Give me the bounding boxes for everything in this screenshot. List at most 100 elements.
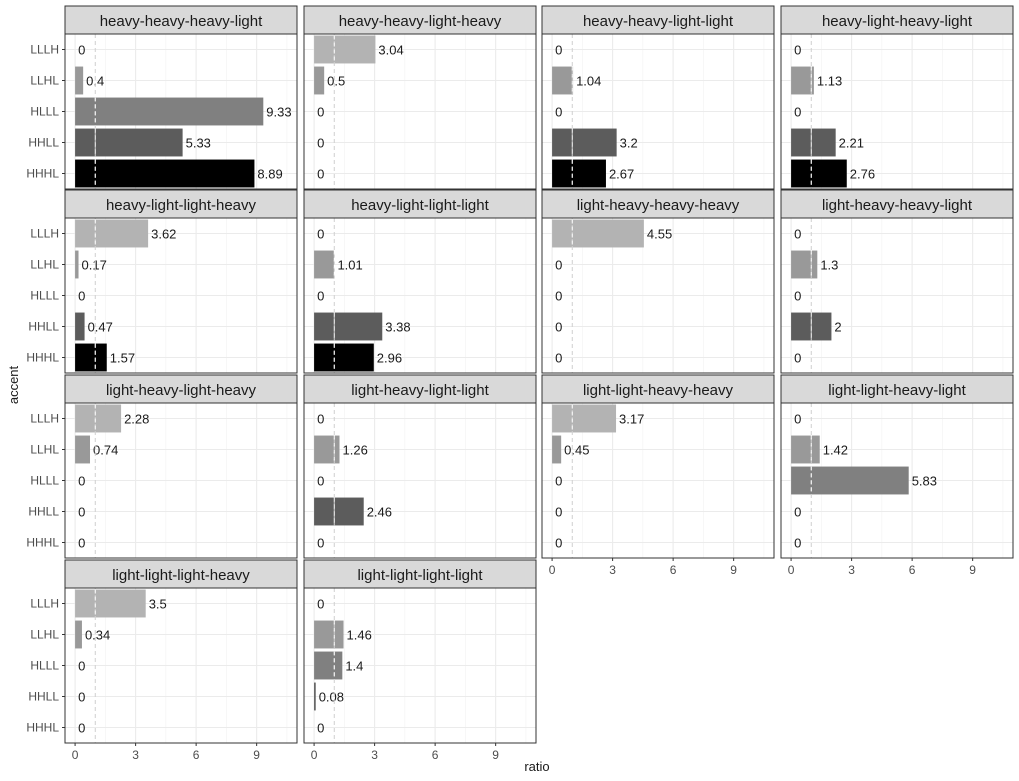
y-tick-label: LLLH bbox=[30, 597, 59, 611]
facet-panel-heavy-heavy-light-light: heavy-heavy-light-light 0 1.04 0 3.2 2.67 bbox=[541, 5, 775, 190]
value-label: 0 bbox=[78, 474, 85, 489]
value-label: 3.38 bbox=[385, 320, 410, 335]
x-tick-label: 3 bbox=[371, 748, 378, 762]
facet-strip bbox=[541, 189, 775, 219]
y-tick-label: HHHL bbox=[26, 721, 59, 735]
value-label: 1.04 bbox=[576, 74, 601, 89]
value-label: 0 bbox=[317, 474, 324, 489]
panel-border bbox=[541, 33, 775, 190]
bar-HHLL bbox=[75, 128, 183, 157]
value-label: 0 bbox=[555, 351, 562, 366]
value-label: 3.2 bbox=[620, 136, 638, 151]
x-tick-label: 0 bbox=[788, 563, 795, 577]
value-label: 0 bbox=[794, 43, 801, 58]
panel-border bbox=[303, 402, 537, 559]
value-label: 1.3 bbox=[820, 258, 838, 273]
y-tick-label: LLLH bbox=[30, 43, 59, 57]
bar-LLLH bbox=[75, 219, 149, 248]
value-label: 5.33 bbox=[186, 136, 211, 151]
facet-strip bbox=[303, 374, 537, 404]
value-label: 0 bbox=[317, 289, 324, 304]
value-label: 4.55 bbox=[647, 227, 672, 242]
value-label: 0.47 bbox=[88, 320, 113, 335]
facet-panel-light-light-heavy-heavy: light-light-heavy-heavy 3.17 0.45 0 0 0 0 3 6 9 bbox=[541, 374, 775, 577]
value-label: 1.42 bbox=[823, 443, 848, 458]
y-tick-label: LLLH bbox=[30, 227, 59, 241]
facet-title: heavy-light-light-heavy bbox=[106, 197, 257, 214]
x-axis-title: ratio bbox=[524, 759, 549, 774]
facet-strip bbox=[64, 559, 298, 589]
value-label: 0 bbox=[794, 412, 801, 427]
facet-panel-light-heavy-light-light: light-heavy-light-light 0 1.26 0 2.46 0 bbox=[303, 374, 537, 559]
bar-LLHL bbox=[552, 435, 562, 464]
value-label: 0 bbox=[555, 105, 562, 120]
x-tick-label: 6 bbox=[432, 748, 439, 762]
facet-strip bbox=[64, 189, 298, 219]
bar-LLLH bbox=[552, 404, 617, 433]
facet-title: light-heavy-heavy-light bbox=[822, 197, 973, 214]
facet-title: light-light-heavy-heavy bbox=[583, 382, 734, 399]
facet-panel-heavy-light-light-heavy: heavy-light-light-heavy 3.62 0.17 0 0.47 1.57… bbox=[26, 189, 298, 374]
value-label: 0 bbox=[317, 136, 324, 151]
y-tick-label: HHHL bbox=[26, 351, 59, 365]
value-label: 0 bbox=[794, 289, 801, 304]
y-tick-label: HLLL bbox=[30, 659, 59, 673]
bar-LLHL bbox=[314, 620, 344, 649]
x-tick-label: 9 bbox=[492, 748, 499, 762]
facet-panel-light-heavy-heavy-light: light-heavy-heavy-light 0 1.3 0 2 0 bbox=[780, 189, 1014, 374]
value-label: 2.46 bbox=[367, 505, 392, 520]
y-tick-label: HHLL bbox=[28, 690, 59, 704]
y-tick-label: HLLL bbox=[30, 105, 59, 119]
value-label: 0 bbox=[78, 536, 85, 551]
value-label: 8.89 bbox=[257, 167, 282, 182]
facet-panel-heavy-heavy-heavy-light: heavy-heavy-heavy-light 0 0.4 9.33 5.33 8.89 L… bbox=[26, 5, 298, 190]
value-label: 0 bbox=[794, 351, 801, 366]
value-label: 2.21 bbox=[839, 136, 864, 151]
x-tick-label: 3 bbox=[132, 748, 139, 762]
facet-title: heavy-light-heavy-light bbox=[822, 13, 973, 30]
panel-border bbox=[541, 217, 775, 374]
panel-border bbox=[541, 402, 775, 559]
bar-HHHL bbox=[75, 159, 255, 188]
facet-title: heavy-light-light-light bbox=[351, 197, 489, 214]
y-tick-label: HHLL bbox=[28, 505, 59, 519]
y-tick-label: LLLH bbox=[30, 412, 59, 426]
value-label: 0.17 bbox=[82, 258, 107, 273]
panel-border bbox=[303, 217, 537, 374]
x-tick-label: 0 bbox=[311, 748, 318, 762]
facet-title: light-light-light-heavy bbox=[112, 567, 250, 584]
bar-LLHL bbox=[791, 66, 814, 95]
facet-panel-heavy-light-heavy-light: heavy-light-heavy-light 0 1.13 0 2.21 2.76 bbox=[780, 5, 1014, 190]
panel-border bbox=[780, 33, 1014, 190]
facet-strip bbox=[64, 5, 298, 35]
bar-HHLL bbox=[314, 497, 364, 526]
y-tick-label: LLHL bbox=[30, 258, 59, 272]
facet-panel-heavy-light-light-light: heavy-light-light-light 0 1.01 0 3.38 2.96 bbox=[303, 189, 537, 374]
value-label: 0 bbox=[317, 597, 324, 612]
value-label: 0 bbox=[794, 105, 801, 120]
y-tick-label: HHHL bbox=[26, 536, 59, 550]
bar-LLHL bbox=[314, 66, 325, 95]
bar-HHLL bbox=[75, 312, 85, 341]
bar-HLLL bbox=[75, 97, 264, 126]
value-label: 0 bbox=[555, 43, 562, 58]
facet-title: heavy-heavy-light-heavy bbox=[339, 13, 502, 30]
bar-HHHL bbox=[791, 159, 847, 188]
bar-HHHL bbox=[314, 343, 374, 372]
bar-HHLL bbox=[314, 682, 316, 711]
x-tick-label: 6 bbox=[909, 563, 916, 577]
value-label: 1.26 bbox=[343, 443, 368, 458]
facet-title: light-heavy-light-light bbox=[351, 382, 489, 399]
x-tick-label: 9 bbox=[730, 563, 737, 577]
facet-panel-light-light-light-light: light-light-light-light 0 1.46 1.4 0.08 0 0 3 6 9 bbox=[303, 559, 537, 762]
value-label: 3.5 bbox=[149, 597, 167, 612]
facet-title: heavy-heavy-heavy-light bbox=[100, 13, 263, 30]
facet-strip bbox=[780, 5, 1014, 35]
facet-panels: heavy-heavy-heavy-light 0 0.4 9.33 5.33 8.89 L… bbox=[26, 5, 1014, 762]
value-label: 0.08 bbox=[319, 690, 344, 705]
facet-title: light-light-heavy-light bbox=[828, 382, 966, 399]
value-label: 0 bbox=[794, 227, 801, 242]
bar-HHLL bbox=[791, 128, 836, 157]
y-axis-title: accent bbox=[6, 365, 21, 404]
